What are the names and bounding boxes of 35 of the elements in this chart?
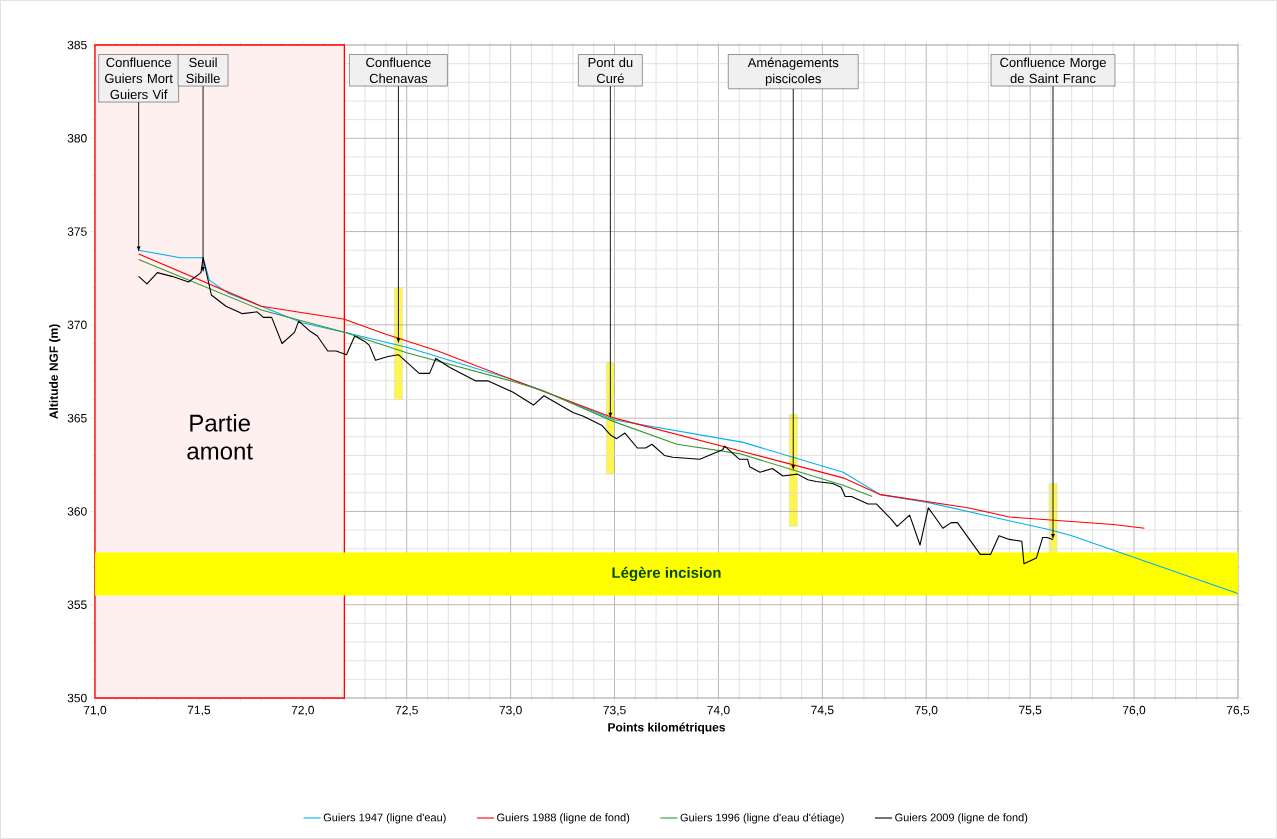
x-tick-label: 76,0 [1122, 705, 1146, 716]
x-tick-label: 74,5 [811, 705, 834, 716]
band-label: Légère incision [612, 566, 721, 582]
y-axis-title: Altitude NGF (m) [49, 324, 61, 419]
y-tick-label: 380 [67, 134, 87, 143]
annotation: Confluence Guiers Mort Guiers Vif [104, 57, 173, 100]
line-series [138, 259, 873, 498]
y-tick-label: 375 [67, 227, 87, 236]
legend-label: Guiers 1988 (ligne de fond) [497, 813, 630, 824]
x-tick-label: 76,5 [1226, 705, 1250, 716]
legend-label: Guiers 1996 (ligne d'eau d'étiage) [680, 813, 844, 824]
x-tick-label: 75,0 [915, 705, 938, 716]
band-label: Partie amont [187, 413, 253, 460]
y-tick-label: 370 [67, 320, 87, 330]
x-tick-label: 73,0 [499, 705, 522, 716]
y-tick-label: 385 [67, 40, 87, 50]
y-tick-label: 365 [67, 413, 87, 423]
x-tick-label: 75,5 [1019, 705, 1042, 716]
annotation: Seuil Sibille [186, 57, 220, 84]
annotation: Aménagements piscicoles [747, 57, 839, 86]
x-tick-label: 72,5 [395, 705, 418, 716]
x-axis-title: Points kilométriques [608, 722, 725, 734]
y-tick-label: 355 [67, 600, 87, 609]
y-tick-label: 360 [67, 507, 87, 516]
x-tick-label: 71,0 [83, 705, 107, 716]
annotation: Confluence Chenavas [366, 57, 431, 84]
y-tick-label: 350 [67, 693, 87, 703]
legend-label: Guiers 1947 (ligne d'eau) [323, 813, 446, 824]
legend-label: Guiers 2009 (ligne de fond) [895, 813, 1028, 824]
x-tick-label: 74,0 [707, 705, 730, 716]
x-tick-label: 71,5 [187, 705, 211, 716]
x-tick-label: 73,5 [603, 705, 626, 716]
annotation: Pont du Curé [588, 57, 633, 84]
annotation: Confluence Morge de Saint Franc [1000, 57, 1106, 84]
x-tick-label: 72,0 [291, 705, 315, 716]
